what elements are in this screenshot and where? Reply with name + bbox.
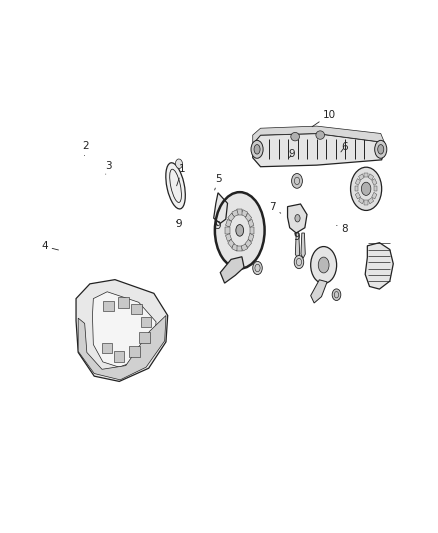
Ellipse shape [292, 174, 302, 188]
Bar [114, 351, 124, 362]
Text: 3: 3 [105, 161, 112, 174]
Bar [355, 179, 360, 185]
Polygon shape [301, 233, 305, 259]
Polygon shape [78, 316, 166, 380]
Bar [131, 304, 142, 314]
Bar [355, 186, 358, 191]
Bar [226, 227, 230, 233]
Polygon shape [220, 257, 244, 283]
Ellipse shape [378, 144, 384, 154]
Ellipse shape [253, 261, 262, 274]
Bar [237, 246, 242, 252]
Bar [364, 200, 368, 205]
Polygon shape [76, 280, 168, 382]
Bar [118, 297, 129, 308]
Ellipse shape [311, 247, 337, 284]
Polygon shape [214, 193, 227, 223]
Ellipse shape [254, 144, 260, 154]
Text: 10: 10 [312, 110, 336, 127]
Ellipse shape [291, 132, 300, 141]
Bar [228, 239, 234, 247]
Text: 7: 7 [269, 203, 281, 213]
Polygon shape [253, 126, 385, 149]
Ellipse shape [236, 224, 244, 236]
Ellipse shape [166, 163, 185, 209]
Bar [355, 192, 360, 199]
Bar [359, 174, 364, 180]
Bar [228, 213, 234, 221]
Bar [245, 239, 252, 247]
Ellipse shape [316, 131, 325, 139]
Polygon shape [295, 233, 300, 259]
Polygon shape [92, 292, 156, 367]
Bar [372, 179, 377, 185]
Text: 9: 9 [215, 221, 222, 231]
Bar [359, 198, 364, 204]
Polygon shape [365, 243, 393, 289]
Text: 9: 9 [288, 149, 295, 159]
Bar [245, 213, 252, 221]
Bar [372, 192, 377, 199]
Text: 1: 1 [177, 164, 186, 186]
Bar [368, 198, 374, 204]
Ellipse shape [295, 215, 300, 222]
Polygon shape [311, 280, 327, 303]
Polygon shape [253, 133, 385, 167]
Ellipse shape [332, 289, 341, 301]
Bar [248, 233, 254, 241]
Ellipse shape [251, 140, 263, 158]
Bar [141, 317, 151, 327]
Text: 6: 6 [341, 142, 348, 152]
Ellipse shape [215, 192, 265, 269]
Ellipse shape [176, 159, 183, 168]
Ellipse shape [294, 255, 304, 269]
Ellipse shape [350, 167, 381, 211]
Bar [139, 333, 149, 343]
Bar [364, 173, 368, 177]
Bar [374, 186, 378, 191]
Text: 2: 2 [82, 141, 89, 156]
Ellipse shape [361, 182, 371, 196]
Bar [248, 220, 254, 227]
Ellipse shape [318, 257, 329, 273]
Bar [232, 244, 238, 251]
Bar [129, 346, 140, 357]
Text: 4: 4 [42, 241, 58, 252]
Bar [103, 301, 113, 311]
Bar [241, 244, 247, 251]
Bar [368, 174, 374, 180]
Bar [250, 227, 254, 233]
Bar [102, 343, 113, 353]
Bar [232, 209, 238, 217]
Bar [237, 209, 242, 215]
Bar [226, 220, 232, 227]
Bar [226, 233, 232, 241]
Bar [241, 209, 247, 217]
Text: 9: 9 [175, 219, 182, 229]
Text: 8: 8 [337, 223, 348, 233]
Ellipse shape [374, 140, 387, 158]
Text: 9: 9 [293, 232, 300, 242]
Polygon shape [288, 204, 307, 233]
Text: 5: 5 [215, 174, 222, 190]
